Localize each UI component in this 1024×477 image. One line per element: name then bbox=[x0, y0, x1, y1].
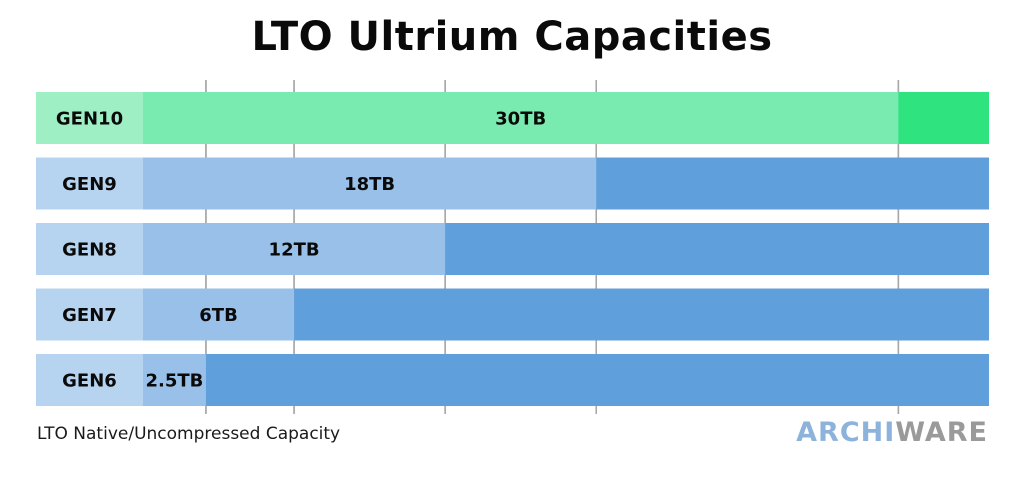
bar-track-gen6 bbox=[143, 354, 989, 406]
bar-gen8 bbox=[143, 223, 446, 275]
category-label-bg-gen10 bbox=[36, 92, 143, 144]
category-label-gen8: GEN8 bbox=[62, 240, 117, 261]
category-label-gen6: GEN6 bbox=[62, 371, 117, 392]
data-label-gen6: 2.5TB bbox=[146, 371, 204, 392]
footnote: LTO Native/Uncompressed Capacity bbox=[37, 424, 341, 444]
category-label-bg-gen7 bbox=[36, 288, 143, 341]
archiware-logo: ARCHIWARE bbox=[796, 417, 988, 448]
bar-gen10 bbox=[143, 92, 899, 144]
category-label-gen7: GEN7 bbox=[62, 305, 117, 326]
category-label-bg-gen9 bbox=[36, 157, 143, 210]
data-label-gen7: 6TB bbox=[199, 305, 238, 326]
data-label-gen8: 12TB bbox=[269, 240, 320, 261]
logo-part-ware: WARE bbox=[895, 417, 988, 448]
category-label-gen9: GEN9 bbox=[62, 174, 117, 195]
category-label-bg-gen6 bbox=[36, 354, 143, 406]
bar-gen9 bbox=[143, 157, 597, 210]
data-label-gen9: 18TB bbox=[344, 174, 395, 195]
chart-title: LTO Ultrium Capacities bbox=[251, 14, 773, 60]
bar-gen6 bbox=[143, 354, 206, 406]
category-label-gen10: GEN10 bbox=[56, 109, 123, 130]
bar-gen7 bbox=[143, 288, 295, 341]
category-label-bg-gen8 bbox=[36, 223, 143, 275]
logo-part-archi: ARCHI bbox=[796, 417, 896, 448]
data-label-gen10: 30TB bbox=[495, 109, 546, 130]
